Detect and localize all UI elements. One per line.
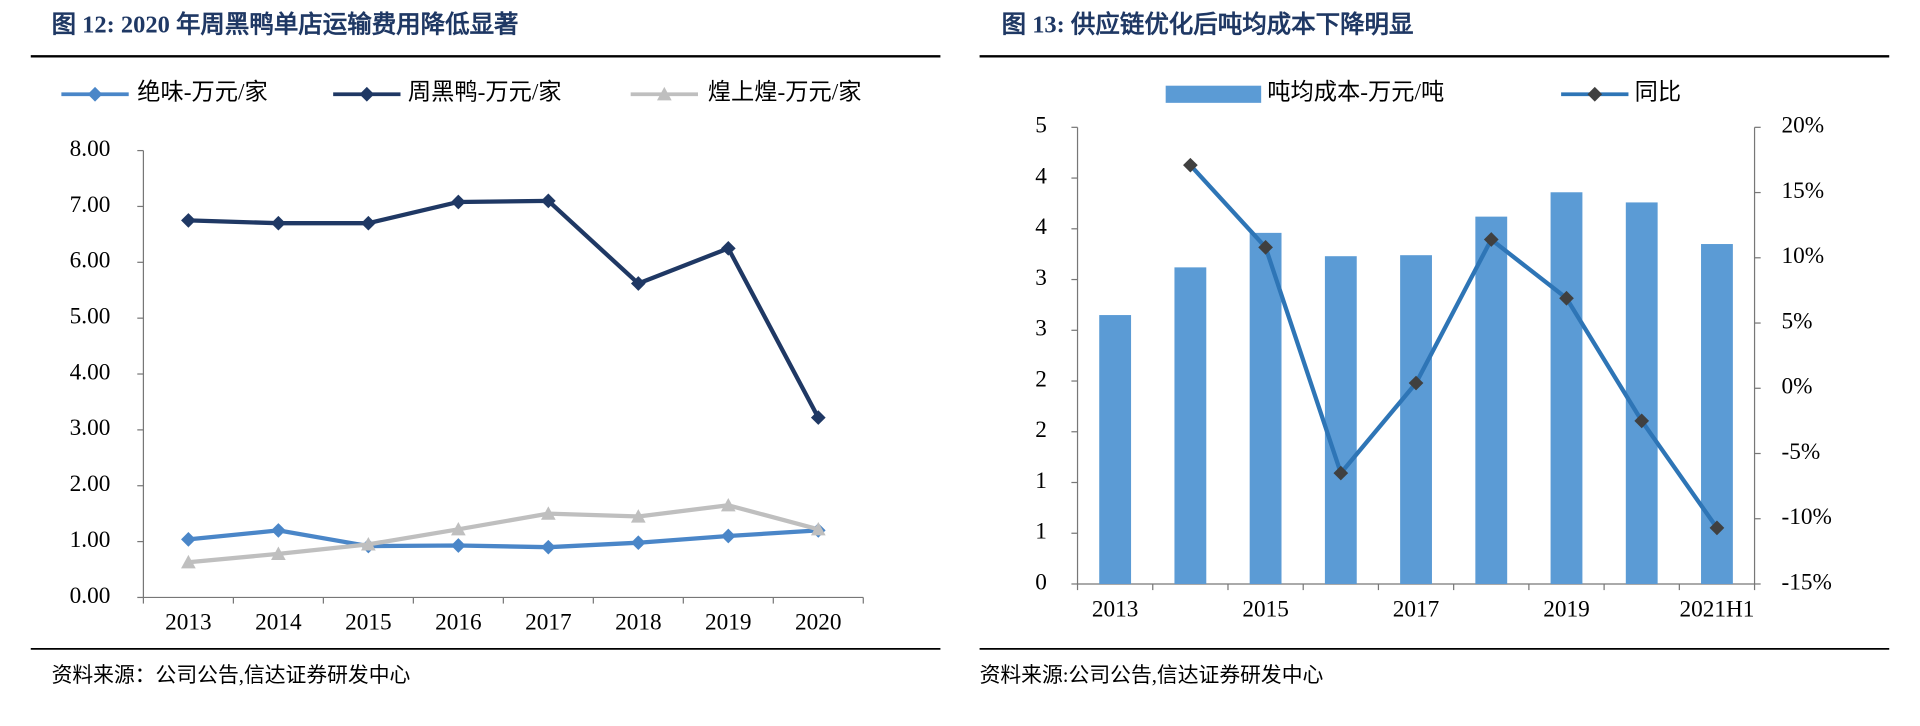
point xyxy=(1559,290,1574,306)
y2-tick-label: 15% xyxy=(1781,178,1824,204)
legend-label: 同比 xyxy=(1635,80,1682,106)
point xyxy=(361,537,376,551)
legend-marker xyxy=(656,86,672,101)
point xyxy=(271,215,286,231)
point xyxy=(540,506,556,520)
y2-tick-label: -15% xyxy=(1781,569,1831,595)
point xyxy=(451,521,466,536)
point xyxy=(540,539,556,555)
point xyxy=(810,521,826,536)
point xyxy=(271,523,286,538)
y2-tick-label: 20% xyxy=(1781,113,1824,139)
point xyxy=(720,528,736,544)
y-tick-label: 3 xyxy=(1035,316,1047,342)
y-tick-label: 2 xyxy=(1035,417,1047,443)
y-tick-label: 1 xyxy=(1035,468,1047,494)
y-tick-label: 4.00 xyxy=(70,359,111,385)
point xyxy=(1333,465,1349,481)
y2-tick-label: 10% xyxy=(1781,243,1824,269)
point xyxy=(810,410,826,425)
y2-tick-label: 0% xyxy=(1781,374,1812,400)
legend-swatch xyxy=(1165,85,1262,103)
series-line xyxy=(188,528,819,550)
x-tick-label: 2019 xyxy=(705,610,751,636)
x-tick-label: 2017 xyxy=(1393,596,1440,622)
bar xyxy=(1475,216,1508,584)
x-tick-label: 2017 xyxy=(525,610,572,636)
series-line xyxy=(1188,163,1719,530)
point xyxy=(630,509,646,523)
point xyxy=(630,535,646,551)
x-tick-label: 2018 xyxy=(615,610,661,636)
y-tick-label: 1.00 xyxy=(70,527,111,553)
point xyxy=(451,194,466,210)
bar xyxy=(1625,202,1658,584)
x-tick-label: 2014 xyxy=(255,610,302,636)
legend-marker xyxy=(359,86,375,102)
point xyxy=(1709,520,1725,536)
x-tick-label: 2015 xyxy=(345,610,392,636)
legend-label: 周黑鸭-万元/家 xyxy=(408,80,562,106)
y-tick-label: 0 xyxy=(1035,569,1047,595)
bar xyxy=(1249,232,1282,584)
y-tick-label: 2 xyxy=(1035,366,1047,392)
point xyxy=(181,554,196,569)
point xyxy=(1183,157,1198,173)
y2-tick-label: 5% xyxy=(1781,308,1812,334)
x-tick-label: 2013 xyxy=(1092,596,1139,622)
legend-label: 绝味-万元/家 xyxy=(137,80,267,106)
y-tick-label: 6.00 xyxy=(70,248,111,274)
source-note: 资料来源：公司公告,信达证券研发中心 xyxy=(52,663,411,687)
x-tick-label: 2021H1 xyxy=(1679,596,1754,622)
point xyxy=(630,276,646,291)
x-tick-label: 2020 xyxy=(795,610,842,636)
x-tick-label: 2015 xyxy=(1242,596,1289,622)
legend-label: 吨均成本-万元/吨 xyxy=(1267,80,1444,106)
x-tick-label: 2019 xyxy=(1543,596,1590,622)
y-tick-label: 2.00 xyxy=(70,471,111,497)
y-tick-label: 0.00 xyxy=(70,583,111,609)
x-tick-label: 2016 xyxy=(435,610,482,636)
y-tick-label: 4 xyxy=(1035,214,1047,240)
legend-marker xyxy=(1587,86,1603,102)
y2-tick-label: -10% xyxy=(1781,504,1831,530)
y-tick-label: 3.00 xyxy=(70,415,111,441)
chart-title: 图 13: 供应链优化后吨均成本下降明显 xyxy=(1002,10,1414,39)
bar xyxy=(1550,192,1583,584)
point xyxy=(181,532,196,547)
series-line xyxy=(188,503,819,565)
point xyxy=(720,240,736,256)
y-tick-label: 1 xyxy=(1035,519,1047,545)
y-tick-label: 5.00 xyxy=(70,304,111,330)
y-tick-label: 5 xyxy=(1035,113,1047,139)
y2-tick-label: -5% xyxy=(1781,439,1820,465)
point xyxy=(1258,240,1273,255)
point xyxy=(1483,232,1499,247)
point xyxy=(361,215,376,231)
point xyxy=(1408,375,1424,391)
chart-title: 图 12: 2020 年周黑鸭单店运输费用降低显著 xyxy=(52,10,519,39)
bar xyxy=(1099,315,1132,584)
point xyxy=(720,497,736,512)
bar xyxy=(1324,256,1357,584)
point xyxy=(1634,413,1650,429)
legend-marker xyxy=(87,86,103,102)
point xyxy=(451,538,466,553)
y-tick-label: 4 xyxy=(1035,163,1047,189)
series-line xyxy=(188,198,821,419)
bar xyxy=(1174,267,1207,584)
x-tick-label: 2013 xyxy=(165,610,211,636)
y-tick-label: 3 xyxy=(1035,265,1047,291)
source-note: 资料来源:公司公告,信达证券研发中心 xyxy=(980,663,1324,687)
point xyxy=(540,193,556,209)
y-tick-label: 7.00 xyxy=(70,192,111,218)
bar xyxy=(1400,255,1432,584)
point xyxy=(271,546,286,561)
legend-label: 煌上煌-万元/家 xyxy=(708,80,862,106)
point xyxy=(181,213,196,228)
y-tick-label: 8.00 xyxy=(70,136,111,162)
